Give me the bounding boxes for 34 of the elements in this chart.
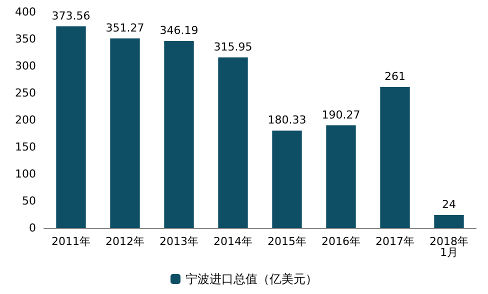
bar: [164, 41, 194, 228]
y-tick-label: 100: [15, 168, 36, 180]
y-tick-label: 350: [15, 32, 36, 46]
x-tick-label: 2012年: [106, 235, 144, 248]
x-tick-label: 2014年: [214, 235, 252, 248]
bar: [434, 215, 464, 228]
y-tick-label: 150: [15, 140, 36, 154]
data-label: 373.56: [52, 9, 90, 22]
bar: [272, 130, 302, 228]
x-tick-label: 2018年 1月: [430, 235, 468, 259]
data-label: 24: [442, 198, 456, 212]
data-label: 346.19: [160, 24, 198, 38]
y-tick-label: 300: [15, 60, 36, 72]
bar: [326, 125, 356, 228]
data-label: 261: [384, 70, 406, 84]
y-tick-label: 50: [22, 194, 36, 208]
bar: [380, 87, 410, 228]
y-tick-label: 0: [29, 222, 36, 234]
data-label: 315.95: [214, 40, 252, 54]
y-tick-label: 400: [15, 6, 36, 18]
bar: [110, 38, 140, 228]
x-tick-label: 2017年: [376, 235, 414, 248]
bar: [56, 26, 86, 228]
x-tick-label: 2016年: [322, 235, 360, 248]
x-tick-label: 2011年: [52, 235, 90, 248]
data-label: 190.27: [322, 108, 360, 122]
y-tick-label: 200: [15, 114, 36, 126]
y-tick-label: 250: [15, 86, 36, 100]
data-label: 351.27: [106, 21, 144, 34]
x-tick-label: 2015年: [268, 235, 306, 248]
bar: [218, 57, 248, 228]
x-tick-label: 2013年: [160, 235, 198, 248]
legend-label: 宁波进口总值（亿美元）: [186, 272, 318, 286]
data-label: 180.33: [268, 114, 306, 127]
